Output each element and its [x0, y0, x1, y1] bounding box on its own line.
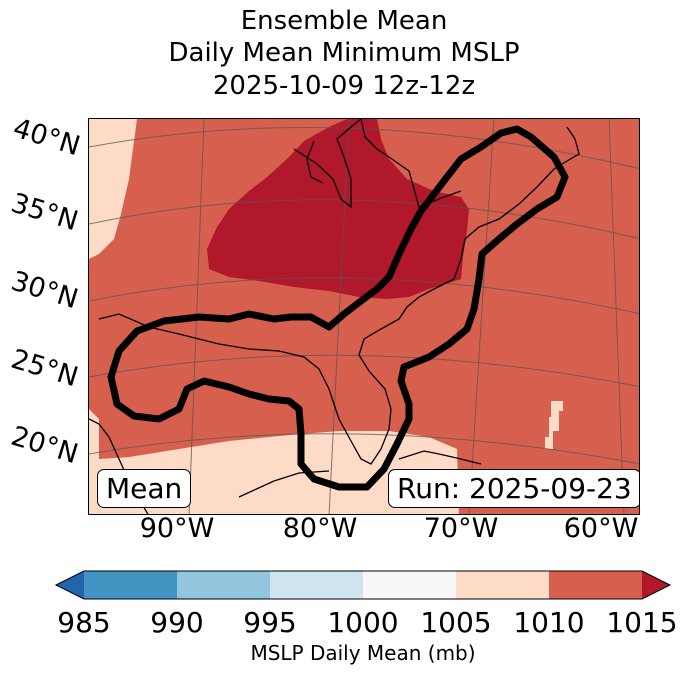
- colorbar-bin-1010-1015: [549, 571, 642, 599]
- colorbar-extend-high: [642, 571, 670, 599]
- title-line-1: Ensemble Mean: [240, 6, 448, 36]
- colorbar-extend-low: [56, 571, 84, 599]
- run-date-box: Run: 2025-09-23: [388, 469, 639, 508]
- lat-label-40: 40°N: [9, 112, 84, 163]
- colorbar-bin-995-1000: [270, 571, 363, 599]
- colorbar-tick-995: 995: [243, 606, 297, 639]
- colorbar-outline: [54, 570, 672, 600]
- field-above-1015: [207, 119, 469, 299]
- lon-label-60w: 60°W: [563, 513, 639, 544]
- map-panel: Mean Run: 2025-09-23: [88, 118, 640, 515]
- colorbar-tick-1015: 1015: [606, 606, 678, 639]
- lon-label-70w: 70°W: [423, 513, 499, 544]
- title-line-2: Daily Mean Minimum MSLP: [168, 38, 520, 68]
- colorbar-bin-985-990: [84, 571, 177, 599]
- lat-label-25: 25°N: [7, 343, 82, 394]
- title-line-3: 2025-10-09 12z-12z: [212, 71, 476, 101]
- colorbar-bin-1000-1005: [363, 571, 456, 599]
- lat-label-35: 35°N: [7, 187, 82, 238]
- colorbar-tick-1005: 1005: [420, 606, 492, 639]
- colorbar-tick-990: 990: [150, 606, 204, 639]
- colorbar-tick-1000: 1000: [327, 606, 399, 639]
- lat-label-20: 20°N: [7, 420, 82, 471]
- colorbar-bin-990-995: [177, 571, 270, 599]
- lat-label-30: 30°N: [7, 265, 82, 316]
- field-1005-1010-patch: [545, 401, 563, 449]
- colorbar-tick-985: 985: [57, 606, 111, 639]
- ensemble-contour: [107, 125, 569, 491]
- colorbar-label: MSLP Daily Mean (mb): [250, 641, 476, 665]
- lon-label-90w: 90°W: [139, 513, 215, 544]
- map-svg: [89, 119, 639, 514]
- colorbar: [54, 570, 672, 600]
- mean-label-box: Mean: [97, 469, 192, 508]
- colorbar-bin-1005-1010: [456, 571, 549, 599]
- colorbar-tick-1010: 1010: [513, 606, 585, 639]
- lon-label-80w: 80°W: [282, 513, 358, 544]
